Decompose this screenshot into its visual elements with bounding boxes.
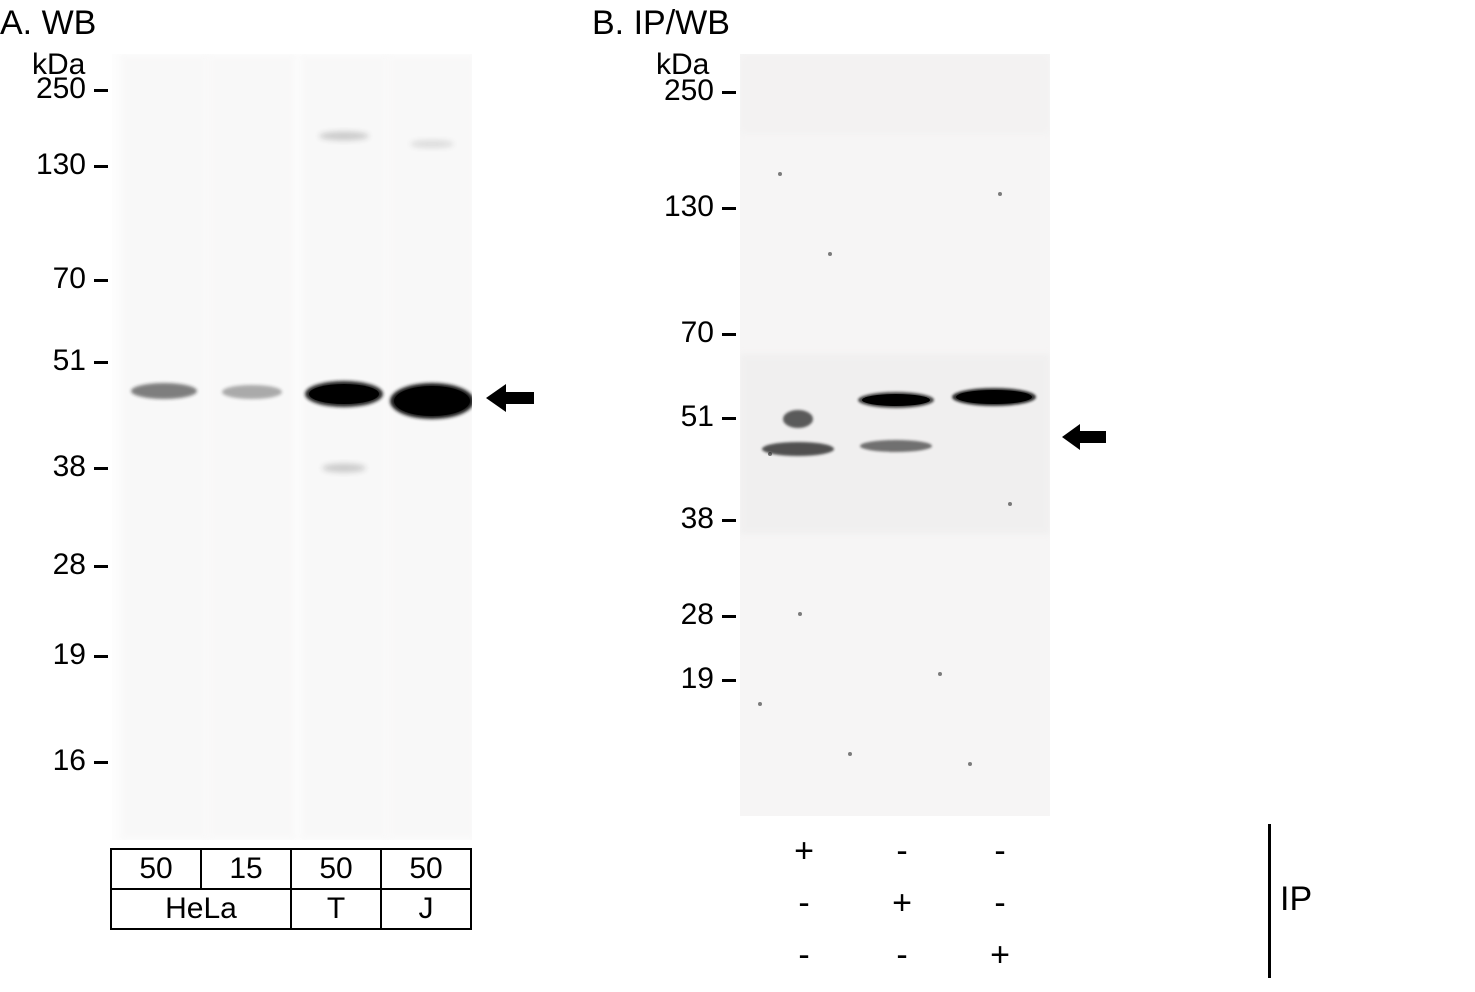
mw-marker-label: 28 <box>0 548 86 582</box>
ip-plus-symbol: + <box>784 832 824 871</box>
ip-minus-symbol: - <box>882 832 922 871</box>
mw-marker-tick <box>94 761 108 764</box>
lane-load-2: 15 <box>201 849 291 889</box>
panel-b-arrow-icon <box>1062 420 1108 454</box>
mw-marker-tick <box>94 279 108 282</box>
mw-marker-tick <box>94 89 108 92</box>
lane-load-3: 50 <box>291 849 381 889</box>
ip-plus-symbol: + <box>882 884 922 923</box>
mw-marker-tick <box>722 679 736 682</box>
lane-sample-j: J <box>381 889 471 929</box>
mw-marker-tick <box>94 655 108 658</box>
panel-b-ip-bracket <box>1268 824 1271 978</box>
mw-marker-label: 16 <box>0 744 86 778</box>
mw-marker-label: 19 <box>0 638 86 672</box>
mw-marker-tick <box>94 165 108 168</box>
panel-b-blot <box>740 54 1050 816</box>
lane-sample-hela: HeLa <box>111 889 291 929</box>
mw-marker-label: 51 <box>600 400 714 434</box>
lane-load-4: 50 <box>381 849 471 889</box>
mw-marker-tick <box>722 615 736 618</box>
mw-marker-tick <box>722 519 736 522</box>
mw-marker-tick <box>94 361 108 364</box>
mw-marker-label: 130 <box>600 190 714 224</box>
mw-marker-label: 130 <box>0 148 86 182</box>
panel-a-lane-table: 50 15 50 50 HeLa T J <box>110 848 472 930</box>
mw-marker-label: 28 <box>600 598 714 632</box>
mw-marker-label: 19 <box>600 662 714 696</box>
ip-plus-symbol: + <box>980 936 1020 975</box>
mw-marker-label: 250 <box>600 74 714 108</box>
panel-b-title: B. IP/WB <box>592 4 730 43</box>
panel-b-ip-label: IP <box>1280 880 1312 919</box>
panel-a-title: A. WB <box>0 4 96 43</box>
mw-marker-tick <box>94 565 108 568</box>
mw-marker-label: 70 <box>0 262 86 296</box>
mw-marker-label: 51 <box>0 344 86 378</box>
mw-marker-tick <box>722 207 736 210</box>
ip-minus-symbol: - <box>784 936 824 975</box>
panel-a-arrow-icon <box>486 380 536 416</box>
mw-marker-label: 38 <box>600 502 714 536</box>
lane-load-1: 50 <box>111 849 201 889</box>
mw-marker-tick <box>722 333 736 336</box>
mw-marker-tick <box>722 91 736 94</box>
ip-minus-symbol: - <box>980 832 1020 871</box>
lane-sample-t: T <box>291 889 381 929</box>
ip-minus-symbol: - <box>980 884 1020 923</box>
mw-marker-label: 38 <box>0 450 86 484</box>
panel-a-blot <box>112 54 472 840</box>
mw-marker-tick <box>94 467 108 470</box>
mw-marker-label: 250 <box>0 72 86 106</box>
mw-marker-label: 70 <box>600 316 714 350</box>
mw-marker-tick <box>722 417 736 420</box>
ip-minus-symbol: - <box>882 936 922 975</box>
ip-minus-symbol: - <box>784 884 824 923</box>
